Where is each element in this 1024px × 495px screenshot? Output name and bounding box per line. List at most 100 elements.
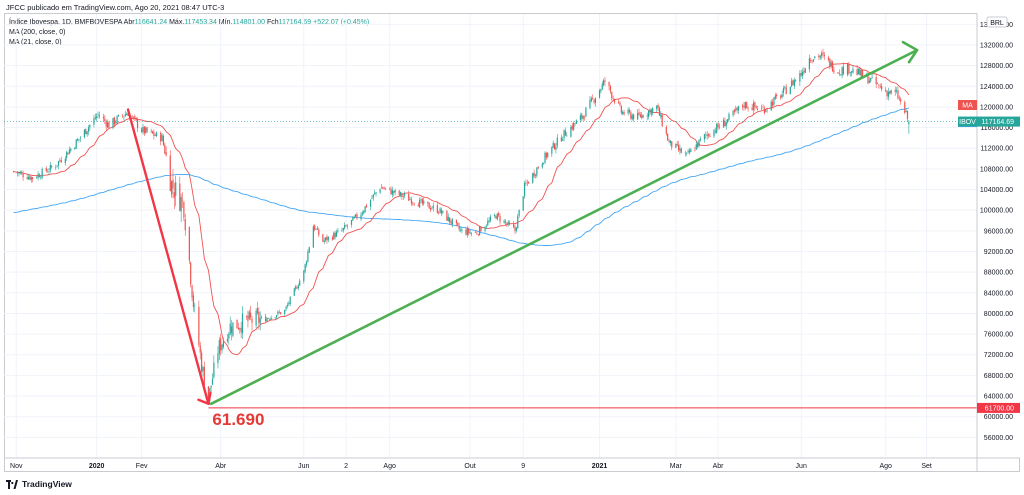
candle-body xyxy=(600,89,602,92)
candle-body xyxy=(318,229,320,236)
candle-body xyxy=(60,160,62,163)
candle-body xyxy=(603,80,605,85)
candle-body xyxy=(859,68,861,76)
candle-body xyxy=(812,59,815,62)
candle-body xyxy=(594,98,597,103)
y-tick-label: 100000.00 xyxy=(980,208,1013,215)
candle-body xyxy=(277,311,279,315)
candle-body xyxy=(323,240,325,242)
candle-body xyxy=(601,83,603,90)
last-price-tag-value: 117164.69 xyxy=(981,119,1014,126)
legend-ma-long[interactable]: MA (200, close, 0) xyxy=(9,29,66,36)
candle-body xyxy=(532,173,534,183)
candle-body xyxy=(116,116,118,124)
candle-body xyxy=(821,53,823,56)
y-axis-panel[interactable] xyxy=(977,13,1020,458)
candle-body xyxy=(632,114,635,120)
candle-body xyxy=(838,73,840,75)
candle-body xyxy=(45,167,47,172)
candle-body xyxy=(823,55,825,57)
candle-body xyxy=(803,70,805,73)
ma21-tag-label: MA xyxy=(962,103,973,110)
candle-body xyxy=(102,116,105,119)
y-tick-label: 96000.00 xyxy=(984,228,1013,235)
candle-body xyxy=(248,311,250,319)
legend-high-label: Máx. xyxy=(169,19,185,26)
candle-body xyxy=(800,73,802,76)
x-tick-label: Jun xyxy=(298,463,309,470)
candle-body xyxy=(886,91,888,97)
candle-body xyxy=(470,232,473,234)
candle-body xyxy=(210,385,212,388)
ma-21-line[interactable] xyxy=(13,63,910,356)
candle-body xyxy=(881,86,883,90)
ma21-tag[interactable]: MA xyxy=(958,100,977,110)
candle-body xyxy=(439,208,441,214)
candle-body xyxy=(669,140,671,144)
candle-body xyxy=(755,106,757,108)
candle-body xyxy=(771,102,774,106)
candle-body xyxy=(199,345,201,353)
candle-body xyxy=(83,129,86,138)
candle-body xyxy=(585,107,587,117)
candle-body xyxy=(630,112,632,119)
trend-arrow-line[interactable] xyxy=(209,48,919,406)
candle-body xyxy=(455,219,458,224)
currency-box[interactable] xyxy=(986,16,1008,28)
candle-body xyxy=(650,109,652,115)
candle-body xyxy=(64,158,66,164)
candle-body xyxy=(743,105,745,108)
candle-body xyxy=(908,121,910,125)
candle-body xyxy=(76,139,79,141)
candle-body xyxy=(40,177,42,178)
candle-body xyxy=(369,200,372,207)
legend-change-value: +522.07 (+0.45%) xyxy=(313,19,370,26)
candle-body xyxy=(12,171,15,172)
candle-body xyxy=(239,328,241,330)
candle-body xyxy=(375,192,377,194)
legend-ma-short[interactable]: MA (21, close, 0) xyxy=(9,39,62,46)
candle-body xyxy=(150,130,152,132)
candle-body xyxy=(705,134,707,136)
x-tick-label: Ago xyxy=(879,463,892,470)
candle-body xyxy=(727,119,729,123)
candle-body xyxy=(898,98,900,100)
candle-body xyxy=(770,101,772,111)
legend-open-value: 116641.24 xyxy=(134,19,168,26)
candle-body xyxy=(560,137,562,142)
y-tick-label: 76000.00 xyxy=(984,332,1013,339)
drop-arrow-line[interactable] xyxy=(126,108,210,405)
candle-body xyxy=(765,109,767,112)
candle-body xyxy=(202,366,204,372)
footer-branding[interactable]: TradingView xyxy=(6,479,72,489)
candle-body xyxy=(724,120,726,127)
candle-body xyxy=(897,90,899,99)
ma-200-line[interactable] xyxy=(13,107,909,246)
last-price-tag[interactable]: IBOV 117164.69 xyxy=(958,116,1020,127)
candle-body xyxy=(188,227,190,261)
candle-body xyxy=(582,115,584,119)
ma-short-line xyxy=(13,63,910,356)
candle-body xyxy=(429,207,432,210)
currency-label: BRL xyxy=(990,20,1004,27)
candle-body xyxy=(22,173,24,178)
candle-body xyxy=(126,113,128,116)
candle-body xyxy=(647,110,650,117)
candle-body xyxy=(172,179,174,189)
candle-body xyxy=(51,165,53,168)
level-tag[interactable]: 61700.00 xyxy=(977,402,1020,413)
candle-body xyxy=(417,204,419,207)
candle-body xyxy=(255,310,257,326)
candle-body xyxy=(493,214,496,217)
candle-body xyxy=(228,333,230,339)
candle-body xyxy=(871,76,873,78)
candle-body xyxy=(465,229,467,235)
candle-body xyxy=(57,161,60,166)
y-tick-label: 56000.00 xyxy=(984,435,1013,442)
candle-body xyxy=(350,219,353,225)
x-tick-label: 2 xyxy=(344,463,348,470)
candle-body xyxy=(304,264,306,272)
low-value-label: 61.690 xyxy=(212,410,264,429)
candle-body xyxy=(322,234,324,242)
